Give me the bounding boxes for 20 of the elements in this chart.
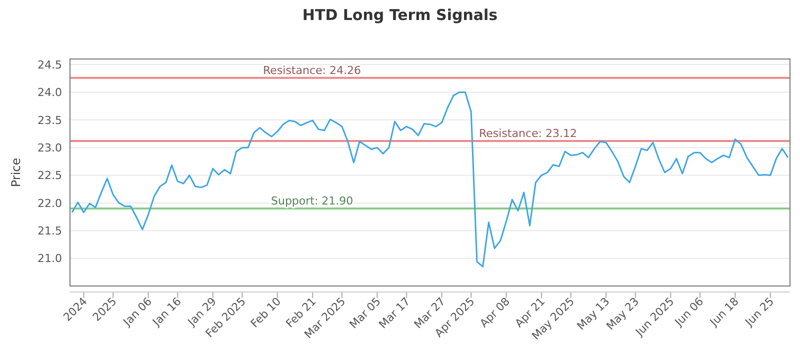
x-tick-label: Apr 08 [477,294,512,330]
y-tick-label: 21.0 [38,252,62,266]
ref-line-label: Support: 21.90 [271,194,354,208]
y-tick-label: 24.0 [38,86,62,100]
y-tick-label: 23.0 [38,141,62,154]
y-tick-label: 22.5 [38,169,62,182]
y-tick-label: 22.0 [38,196,62,210]
y-tick-label: 21.5 [38,224,62,238]
line-series [71,91,789,268]
x-tick-label: Jun 06 [672,294,706,330]
y-tick-label: 23.5 [38,114,62,127]
x-tick-label: Jun 18 [706,294,742,330]
y-axis-title: Price [9,158,23,188]
ref-line-label: Resistance: 23.12 [479,126,577,140]
x-tick-label: Jan 16 [150,294,184,330]
x-tick-label: Feb 10 [248,294,284,330]
y-tick-label: 24.5 [38,58,62,72]
x-tick-label: Jun 25 [742,294,777,330]
chart-title: HTD Long Term Signals [302,6,498,24]
ref-line-label: Resistance: 24.26 [263,64,361,77]
